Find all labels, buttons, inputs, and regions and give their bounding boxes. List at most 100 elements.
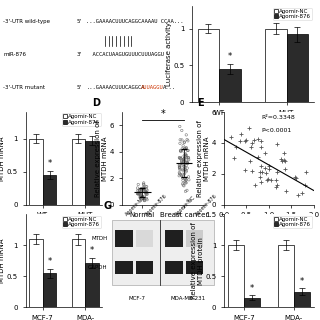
Bar [72, 139, 85, 205]
Point [180, 175, 185, 180]
Point [182, 162, 187, 167]
Point [179, 163, 184, 168]
Bar [186, 261, 204, 275]
Point [180, 155, 185, 160]
Point [184, 160, 189, 165]
Bar [136, 230, 153, 247]
Point [143, 190, 148, 195]
Legend: Agomir-NC, Agomir-876: Agomir-NC, Agomir-876 [273, 215, 313, 228]
Point [183, 169, 188, 174]
Point [140, 188, 146, 193]
Point [183, 154, 188, 159]
Point [184, 155, 189, 160]
Point [139, 186, 144, 191]
Y-axis label: Relative expression of
MTDH mRNA: Relative expression of MTDH mRNA [0, 120, 5, 197]
Bar [85, 140, 99, 205]
Point [180, 182, 186, 188]
Point [182, 140, 187, 145]
Point [183, 155, 188, 160]
Point [177, 156, 182, 161]
Point [177, 141, 182, 146]
Point [184, 188, 189, 193]
Text: *: * [250, 284, 254, 293]
Point [184, 180, 189, 185]
Point [185, 198, 190, 203]
Point [142, 194, 147, 199]
Text: MDA-MB-231: MDA-MB-231 [171, 296, 206, 300]
Bar [115, 230, 133, 247]
Point [182, 152, 187, 157]
Text: *: * [47, 257, 52, 266]
Point [279, 157, 284, 162]
Point [274, 142, 279, 147]
Text: ...GAAAACUUUCAGGCA: ...GAAAACUUUCAGGCA [86, 85, 145, 90]
Point [141, 186, 147, 191]
Point [249, 145, 254, 150]
Text: 5': 5' [76, 85, 81, 90]
Point [253, 183, 258, 188]
Text: P<0.0001: P<0.0001 [262, 128, 292, 133]
Y-axis label: Luciferase activity: Luciferase activity [166, 22, 172, 86]
Legend: Agomir-NC, Agomir-876: Agomir-NC, Agomir-876 [273, 7, 313, 20]
Point [184, 153, 189, 158]
Legend: Agomir-NC, Agomir-876: Agomir-NC, Agomir-876 [61, 215, 101, 228]
Point [177, 167, 182, 172]
X-axis label: MDA-MB-231: MDA-MB-231 [42, 220, 86, 226]
Text: Agomir-876: Agomir-876 [195, 193, 219, 217]
Point [266, 177, 271, 182]
Point [283, 159, 288, 164]
Y-axis label: Relative expression of
MTDH mRNA: Relative expression of MTDH mRNA [95, 120, 108, 197]
Point [181, 158, 187, 164]
Point [144, 192, 149, 197]
Point [180, 146, 185, 151]
Text: Agomir-876: Agomir-876 [145, 193, 169, 217]
Text: D: D [92, 98, 100, 108]
Point [185, 160, 190, 165]
Point [183, 152, 188, 157]
Point [135, 185, 140, 190]
Point [184, 168, 189, 173]
Point [303, 182, 308, 187]
Point [178, 137, 183, 142]
Point [178, 156, 183, 161]
Point [179, 160, 184, 165]
Point [137, 187, 142, 192]
Point [273, 177, 278, 182]
Text: Agomir-NC: Agomir-NC [174, 195, 196, 217]
Text: R²=0.3348: R²=0.3348 [262, 115, 295, 120]
Point [177, 165, 182, 170]
Text: E: E [197, 98, 204, 108]
Point [282, 157, 287, 163]
Point [144, 189, 149, 195]
Legend: Agomir-NC, Agomir-876: Agomir-NC, Agomir-876 [61, 113, 101, 126]
Point [136, 191, 141, 196]
Point [185, 138, 190, 143]
Point [181, 157, 186, 162]
Point [177, 164, 182, 170]
Text: -3'-UTR mutant: -3'-UTR mutant [3, 85, 45, 90]
Point [258, 169, 263, 174]
Point [275, 170, 280, 175]
Bar [72, 239, 85, 307]
Point [177, 124, 182, 129]
Point [185, 165, 190, 171]
Text: AUUAGGU: AUUAGGU [141, 85, 164, 90]
Point [251, 137, 256, 142]
Point [231, 156, 236, 161]
Text: MTDH: MTDH [92, 236, 108, 241]
Point [178, 172, 183, 177]
Point [180, 181, 185, 186]
Point [178, 148, 183, 153]
Point [181, 148, 186, 154]
Point [141, 187, 147, 192]
Point [140, 194, 145, 199]
Point [142, 196, 148, 201]
Text: MCF-7: MCF-7 [129, 296, 146, 300]
Point [184, 132, 189, 137]
Point [242, 167, 247, 172]
Point [137, 188, 142, 193]
Point [142, 198, 147, 203]
Point [184, 145, 189, 150]
Point [178, 149, 183, 154]
Point [182, 156, 187, 161]
